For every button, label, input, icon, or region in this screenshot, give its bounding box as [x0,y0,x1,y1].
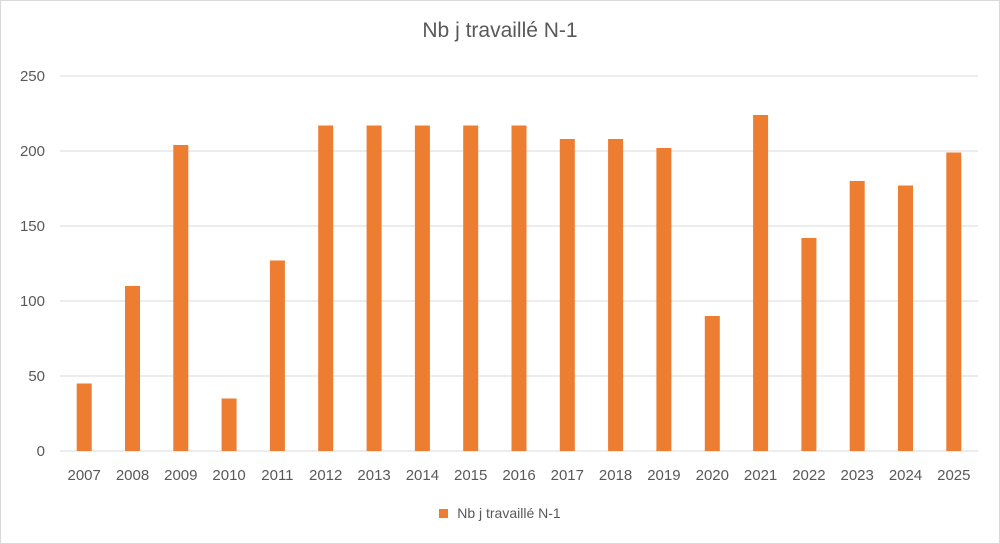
x-tick-label: 2024 [889,467,922,484]
bar-2020 [704,316,720,451]
x-tick-label: 2009 [164,467,197,484]
y-tick-label: 0 [37,443,45,460]
x-tick-label: 2013 [357,467,390,484]
x-tick-label: 2012 [309,467,342,484]
x-axis-ticks: 2007 2008 2009 2010 2011 2012 2013 2014 2015 2016… [68,467,971,484]
legend-label: Nb j travaillé N-1 [457,505,561,521]
bar-2008 [125,286,140,451]
bar-2014 [414,125,430,451]
bar-2011 [269,260,285,451]
bar-2013 [366,125,382,451]
chart-title: Nb j travaillé N-1 [422,19,578,42]
y-tick-label: 150 [20,218,45,235]
bar-2024 [898,185,913,451]
bar-2022 [801,238,817,451]
x-tick-label: 2022 [792,467,825,484]
bar-2019 [656,148,672,451]
legend: Nb j travaillé N-1 [1,505,999,521]
x-tick-label: 2018 [599,467,632,484]
bar-2010 [221,398,237,451]
x-tick-label: 2020 [696,467,729,484]
legend-swatch [439,509,449,518]
x-tick-label: 2025 [937,467,970,484]
bar-2007 [76,383,92,451]
x-tick-label: 2021 [744,467,777,484]
x-tick-label: 2023 [841,467,874,484]
y-tick-label: 200 [20,143,45,160]
x-tick-label: 2007 [68,467,101,484]
y-tick-label: 50 [28,368,45,385]
y-axis-ticks: 0 50 100 150 200 250 [20,68,45,460]
bars [76,115,962,451]
x-tick-label: 2019 [647,467,680,484]
x-tick-label: 2010 [212,467,245,484]
bar-2025 [946,152,962,451]
y-tick-label: 100 [20,293,45,310]
bar-2012 [318,125,334,451]
bar-2017 [559,139,575,451]
y-tick-label: 250 [20,68,45,85]
x-tick-label: 2014 [406,467,439,484]
x-tick-label: 2008 [116,467,149,484]
bar-2015 [463,125,479,451]
bar-2023 [849,181,865,451]
bar-2009 [173,145,189,451]
x-tick-label: 2011 [261,467,293,484]
x-tick-label: 2017 [551,467,584,484]
x-tick-label: 2015 [454,467,487,484]
bar-2018 [608,139,624,451]
bar-2021 [753,115,769,451]
x-tick-label: 2016 [502,467,535,484]
bar-2016 [511,125,527,451]
